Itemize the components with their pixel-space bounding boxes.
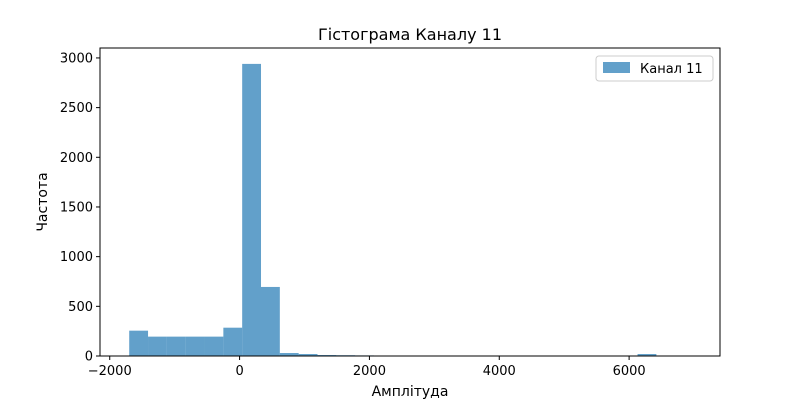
y-tick-label: 3000 xyxy=(60,51,93,66)
legend-swatch xyxy=(603,62,630,73)
histogram-bar xyxy=(185,336,205,356)
y-tick-label: 1500 xyxy=(60,200,93,215)
histogram-bar xyxy=(637,354,657,356)
histogram-bar xyxy=(223,327,243,356)
histogram-bars xyxy=(129,63,695,356)
y-tick-label: 500 xyxy=(68,300,93,315)
histogram-bar xyxy=(261,286,280,356)
y-tick-label: 1000 xyxy=(60,250,93,265)
legend: Канал 11 xyxy=(595,55,714,82)
x-tick-label: 6000 xyxy=(613,364,646,379)
chart-title: Гістограма Каналу 11 xyxy=(318,25,502,44)
y-axis-ticks: 0 500 1000 1500 2000 2500 3000 xyxy=(60,51,100,365)
x-tick-label: 0 xyxy=(235,364,243,379)
x-axis-label: Амплітуда xyxy=(372,384,449,400)
y-tick-label: 2500 xyxy=(60,101,93,116)
plot-frame xyxy=(99,47,721,357)
histogram-bar xyxy=(279,353,299,356)
histogram-bar xyxy=(166,336,186,356)
y-tick-label: 0 xyxy=(85,350,93,365)
histogram-bar xyxy=(129,330,149,356)
x-tick-label: 4000 xyxy=(483,364,516,379)
y-axis-label: Частота xyxy=(35,172,51,231)
x-axis-ticks: −2000 0 2000 4000 6000 xyxy=(88,356,646,379)
y-tick-label: 2000 xyxy=(60,151,93,166)
x-tick-label: 2000 xyxy=(353,364,386,379)
histogram-bar xyxy=(148,336,167,356)
legend-label: Канал 11 xyxy=(640,62,703,77)
histogram-bar xyxy=(204,336,224,356)
histogram-bar xyxy=(298,354,318,356)
histogram-bar xyxy=(242,63,262,356)
x-tick-label: −2000 xyxy=(88,364,132,379)
